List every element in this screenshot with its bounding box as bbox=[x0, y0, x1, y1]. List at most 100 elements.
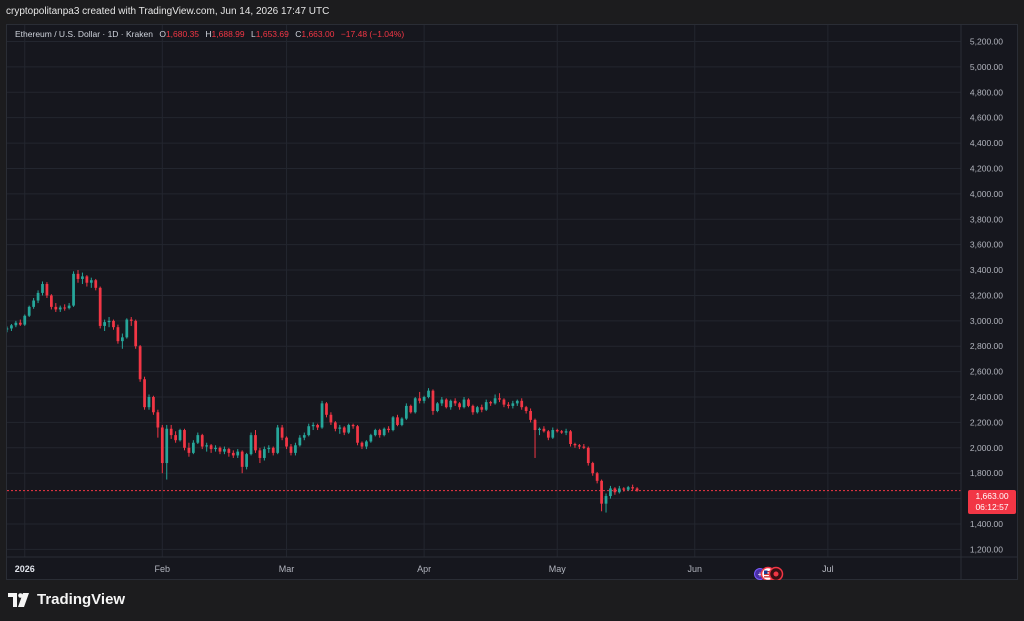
price-tick-label: 4,800.00 bbox=[970, 87, 1003, 97]
candle bbox=[183, 428, 186, 451]
candle bbox=[85, 275, 89, 287]
candle bbox=[209, 443, 213, 453]
candle bbox=[23, 314, 27, 326]
candle-body bbox=[223, 449, 226, 452]
candle-body bbox=[484, 402, 488, 410]
candle-body bbox=[378, 430, 382, 436]
candle-body bbox=[58, 307, 62, 310]
candle-body bbox=[458, 403, 461, 408]
price-axis[interactable]: 1,200.001,400.001,600.001,800.002,000.00… bbox=[970, 37, 1003, 555]
candle-body bbox=[524, 407, 528, 411]
candle-body bbox=[183, 430, 186, 448]
candle-body bbox=[307, 426, 311, 436]
candle bbox=[280, 424, 284, 441]
candle bbox=[360, 441, 364, 450]
candle bbox=[475, 405, 479, 414]
candle bbox=[365, 440, 368, 450]
time-tick-label: Jun bbox=[688, 564, 703, 574]
candle bbox=[76, 270, 80, 283]
candle bbox=[54, 303, 58, 312]
candle bbox=[515, 399, 519, 406]
candle-body bbox=[427, 390, 430, 398]
earnings-event-icon[interactable] bbox=[768, 566, 784, 582]
close-label: C bbox=[295, 29, 302, 39]
candle-body bbox=[369, 435, 373, 442]
candle-body bbox=[329, 414, 333, 423]
candle bbox=[444, 398, 448, 409]
candle-body bbox=[165, 428, 169, 464]
candle bbox=[143, 376, 146, 410]
candle bbox=[373, 428, 377, 437]
candle-body bbox=[515, 400, 519, 404]
candle bbox=[214, 445, 217, 452]
events-markers[interactable]: + bbox=[751, 565, 785, 583]
candle-body bbox=[285, 437, 288, 447]
chart-panel[interactable]: 1,200.001,400.001,600.001,800.002,000.00… bbox=[6, 24, 1018, 583]
time-tick-label: May bbox=[549, 564, 567, 574]
candle-body bbox=[396, 417, 399, 425]
candle-body bbox=[245, 454, 248, 467]
candle bbox=[36, 290, 40, 304]
candle bbox=[604, 493, 608, 513]
candle-body bbox=[542, 428, 546, 432]
candle-body bbox=[218, 447, 222, 452]
candle bbox=[347, 423, 351, 434]
candle-body bbox=[617, 488, 621, 493]
candle-body bbox=[342, 427, 346, 433]
candle bbox=[546, 430, 550, 441]
time-axis[interactable]: 2026 Feb Mar Apr May Jun Jul bbox=[15, 564, 834, 574]
time-tick-label: 2026 bbox=[15, 564, 35, 574]
candle-body bbox=[400, 418, 404, 425]
candle bbox=[174, 431, 177, 443]
candle-body bbox=[89, 280, 93, 283]
candle-body bbox=[609, 488, 612, 497]
candle-body bbox=[365, 441, 368, 447]
candle bbox=[591, 461, 595, 476]
candle-body bbox=[196, 435, 200, 443]
candle-body bbox=[462, 399, 466, 408]
candle bbox=[551, 427, 555, 439]
candle bbox=[502, 398, 506, 408]
candle bbox=[626, 485, 630, 491]
candle-body bbox=[27, 306, 31, 316]
price-tick-label: 4,400.00 bbox=[970, 138, 1003, 148]
price-tick-label: 5,200.00 bbox=[970, 37, 1003, 47]
time-tick-label: Apr bbox=[417, 564, 431, 574]
candle-body bbox=[311, 424, 315, 427]
candle bbox=[449, 399, 453, 410]
candle bbox=[617, 485, 621, 494]
candle bbox=[200, 433, 204, 450]
svg-text:+: + bbox=[758, 570, 763, 579]
candle bbox=[169, 424, 173, 439]
candle-body bbox=[187, 447, 191, 453]
candle bbox=[538, 427, 541, 436]
candle bbox=[94, 278, 98, 291]
candle bbox=[440, 397, 444, 406]
candle-body bbox=[10, 325, 13, 329]
open-label: O bbox=[159, 29, 166, 39]
candle-body bbox=[613, 488, 617, 493]
candlestick-chart[interactable]: 1,200.001,400.001,600.001,800.002,000.00… bbox=[7, 25, 1017, 579]
candle bbox=[191, 440, 195, 455]
candle-body bbox=[555, 430, 559, 432]
candle-body bbox=[205, 445, 209, 447]
candle bbox=[329, 412, 333, 425]
candle-body bbox=[582, 446, 586, 448]
candle-body bbox=[280, 427, 284, 438]
time-tick-label: Feb bbox=[155, 564, 171, 574]
candle bbox=[458, 402, 461, 410]
candle-body bbox=[489, 402, 493, 404]
candle-body bbox=[147, 397, 151, 408]
candle-body bbox=[32, 300, 35, 307]
candle bbox=[511, 400, 515, 409]
candle-body bbox=[316, 424, 319, 428]
candle-body bbox=[14, 322, 18, 326]
candle-body bbox=[125, 319, 129, 338]
candle bbox=[249, 432, 253, 456]
high-value: 1,688.99 bbox=[211, 29, 245, 39]
candle bbox=[120, 333, 124, 349]
symbol-name[interactable]: Ethereum / U.S. Dollar · 1D · Kraken bbox=[15, 29, 153, 39]
candle bbox=[573, 442, 577, 448]
candle-body bbox=[573, 443, 577, 446]
tradingview-logo[interactable]: TradingView bbox=[8, 591, 125, 608]
